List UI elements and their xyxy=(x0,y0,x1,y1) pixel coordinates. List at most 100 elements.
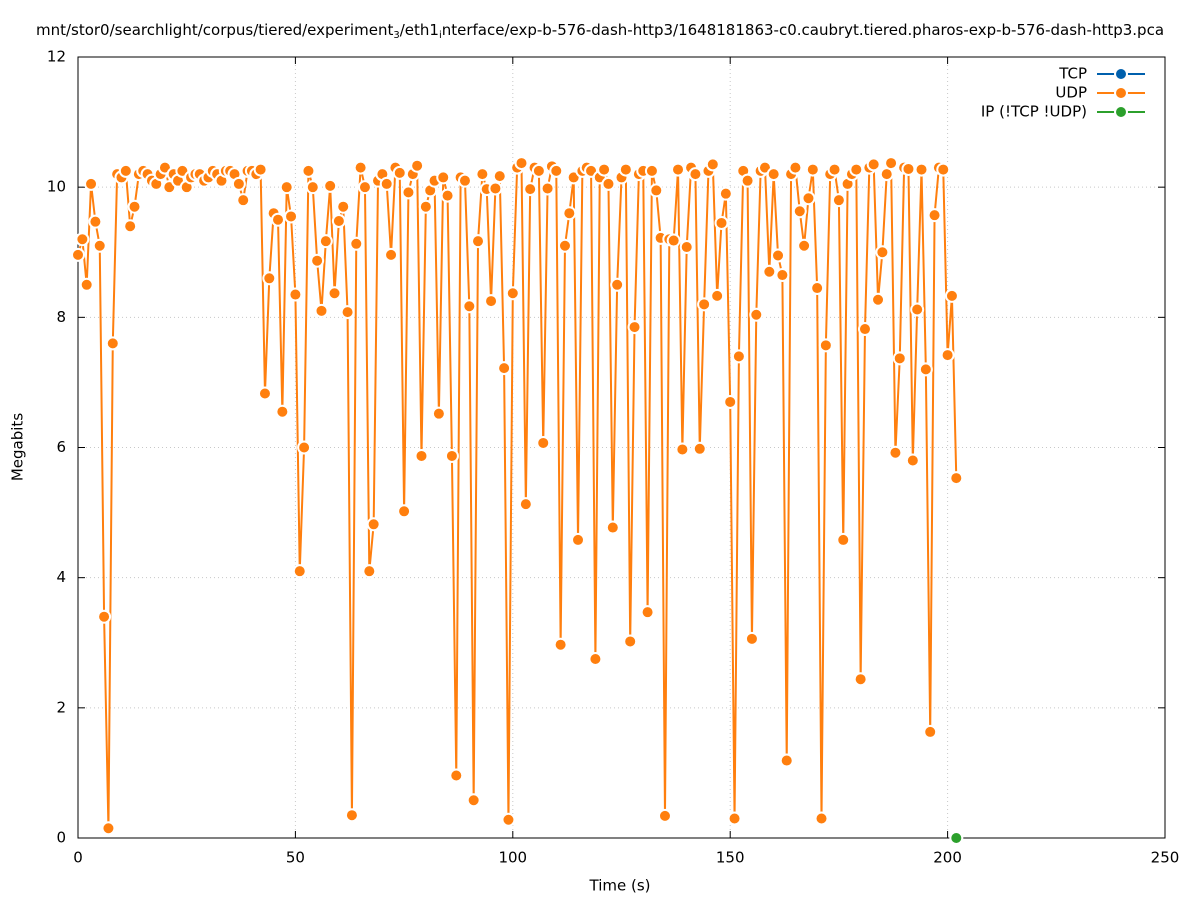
data-point xyxy=(97,609,112,624)
data-point xyxy=(305,180,320,195)
data-point xyxy=(571,532,586,547)
data-point xyxy=(640,605,655,620)
data-point xyxy=(501,812,516,827)
data-point xyxy=(466,793,481,808)
data-point xyxy=(314,303,329,318)
data-point xyxy=(449,768,464,783)
data-point xyxy=(914,162,929,177)
data-point xyxy=(101,821,116,836)
data-point xyxy=(731,349,746,364)
data-point xyxy=(457,173,472,188)
data-point xyxy=(357,180,372,195)
y-tick-label: 0 xyxy=(56,829,66,847)
data-point xyxy=(488,181,503,196)
data-point xyxy=(444,448,459,463)
data-point xyxy=(771,248,786,263)
x-axis-label: Time (s) xyxy=(589,877,651,895)
data-point xyxy=(779,753,794,768)
data-point xyxy=(553,637,568,652)
data-point xyxy=(327,286,342,301)
data-point xyxy=(253,162,268,177)
title-subscript: 3 xyxy=(393,30,399,41)
data-point xyxy=(627,320,642,335)
data-point xyxy=(518,497,533,512)
data-point xyxy=(105,336,120,351)
data-point xyxy=(644,163,659,178)
data-point xyxy=(810,281,825,296)
data-point xyxy=(871,292,886,307)
data-point xyxy=(714,215,729,230)
data-point xyxy=(284,209,299,224)
data-point xyxy=(618,162,633,177)
data-point xyxy=(697,297,712,312)
data-point xyxy=(279,180,294,195)
data-point xyxy=(818,338,833,353)
data-point xyxy=(118,163,133,178)
data-point xyxy=(610,277,625,292)
data-point xyxy=(827,162,842,177)
data-point xyxy=(875,245,890,260)
data-point xyxy=(362,564,377,579)
data-point xyxy=(436,170,451,185)
y-tick-label: 12 xyxy=(47,48,66,66)
data-point xyxy=(549,163,564,178)
data-point xyxy=(323,178,338,193)
y-tick-label: 2 xyxy=(56,698,66,716)
data-point xyxy=(675,442,690,457)
data-point xyxy=(379,176,394,191)
data-point xyxy=(271,212,286,227)
data-point xyxy=(492,169,507,184)
data-point xyxy=(705,157,720,172)
data-point xyxy=(857,322,872,337)
legend-label: UDP xyxy=(1055,84,1087,102)
series xyxy=(949,831,964,845)
data-point xyxy=(718,186,733,201)
data-point xyxy=(353,160,368,175)
data-point xyxy=(292,564,307,579)
title-part: /eth1 xyxy=(400,21,439,39)
data-point xyxy=(623,634,638,649)
data-point xyxy=(944,288,959,303)
data-point xyxy=(531,163,546,178)
data-point xyxy=(92,238,107,253)
data-point xyxy=(440,188,455,203)
data-point xyxy=(657,808,672,823)
data-point xyxy=(649,183,664,198)
data-point xyxy=(236,193,251,208)
title-subscript: i xyxy=(439,30,442,41)
data-point xyxy=(940,348,955,363)
data-point xyxy=(431,406,446,421)
x-tick-label: 0 xyxy=(73,849,83,867)
data-point xyxy=(540,181,555,196)
data-point xyxy=(71,247,85,262)
x-tick-label: 200 xyxy=(933,849,962,867)
data-point xyxy=(318,234,333,249)
data-point xyxy=(301,163,316,178)
data-point xyxy=(588,652,603,667)
data-point xyxy=(397,504,412,519)
data-point xyxy=(349,236,364,251)
data-point xyxy=(692,441,707,456)
x-tick-label: 50 xyxy=(286,849,305,867)
data-point xyxy=(710,288,725,303)
data-point xyxy=(84,176,99,191)
data-point xyxy=(949,471,964,486)
data-point xyxy=(331,214,346,229)
data-point xyxy=(262,271,277,286)
data-point xyxy=(88,214,103,229)
data-point xyxy=(336,199,351,214)
data-point xyxy=(927,208,942,223)
data-point xyxy=(514,156,529,171)
legend-label: IP (!TCP !UDP) xyxy=(981,103,1087,121)
data-point xyxy=(536,435,551,450)
data-point xyxy=(762,264,777,279)
data-point xyxy=(366,517,381,532)
data-point xyxy=(788,160,803,175)
data-point xyxy=(688,167,703,182)
data-point xyxy=(605,520,620,535)
y-tick-label: 8 xyxy=(56,308,66,326)
x-tick-label: 100 xyxy=(498,849,527,867)
x-tick-label: 150 xyxy=(716,849,745,867)
